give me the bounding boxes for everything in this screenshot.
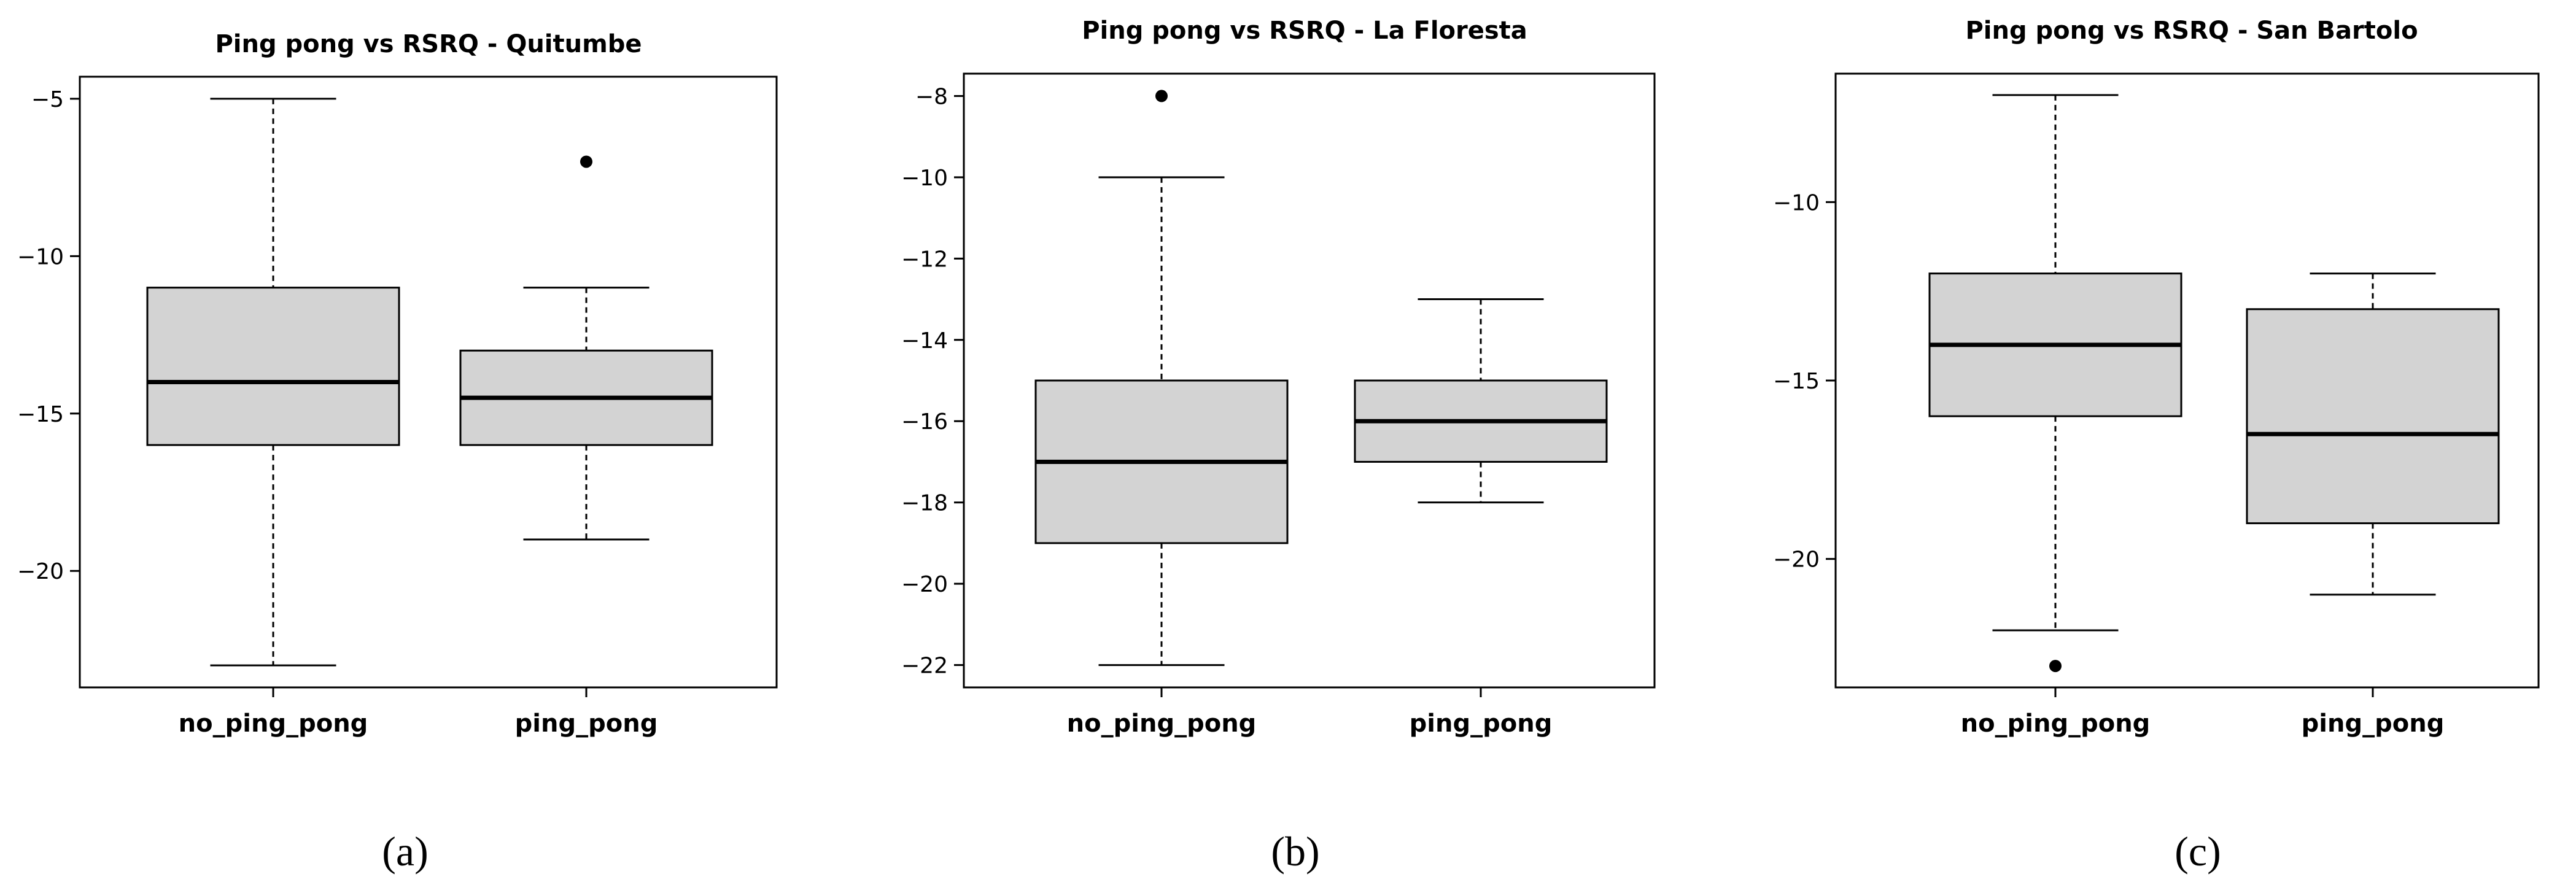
outlier-point xyxy=(580,155,592,168)
box-ping_pong xyxy=(1354,298,1608,504)
x-category-label-c-1: ping_pong xyxy=(2302,709,2445,738)
x-category-label-b-1: ping_pong xyxy=(1410,709,1553,738)
outlier-point xyxy=(1155,90,1168,102)
chart-marks-c: −10 −15 −20 xyxy=(1773,94,2500,697)
y-tick-label: −20 xyxy=(17,559,64,584)
chart-panel-b: Ping pong vs RSRQ - La Floresta −8 −10 −12… xyxy=(901,17,1656,875)
box-ping_pong xyxy=(459,155,713,541)
y-tick-label: −10 xyxy=(901,166,948,191)
iqr-box xyxy=(2246,308,2500,525)
y-tick-label: −15 xyxy=(17,402,64,427)
y-tick-label: −22 xyxy=(901,654,948,679)
y-tick-label: −15 xyxy=(1773,369,1820,394)
y-tick-label: −18 xyxy=(901,491,948,516)
y-axis-a: −5 −10 −15 −20 xyxy=(17,87,588,697)
chart-title-a: Ping pong vs RSRQ - Quitumbe xyxy=(215,30,642,58)
panel-label-c: (c) xyxy=(2174,828,2221,875)
y-tick-label: −20 xyxy=(901,572,948,597)
chart-marks-b: −8 −10 −12 −14 −16 −18 −20 −22 xyxy=(901,84,1608,697)
y-tick-label: −10 xyxy=(17,244,64,269)
y-tick-label: −5 xyxy=(31,87,64,112)
outlier-point xyxy=(2049,660,2062,673)
panel-label-b: (b) xyxy=(1271,828,1319,875)
panel-label-a: (a) xyxy=(382,828,428,875)
chart-panel-a: Ping pong vs RSRQ - Quitumbe −5 −10 −15 −20… xyxy=(17,30,778,875)
x-category-label-c-0: no_ping_pong xyxy=(1961,709,2151,738)
box-no_ping_pong xyxy=(1928,94,2182,673)
x-category-label-a-0: no_ping_pong xyxy=(179,709,368,738)
box-ping_pong xyxy=(2246,273,2500,596)
y-tick-label: −16 xyxy=(901,409,948,435)
chart-panel-c: Ping pong vs RSRQ - San Bartolo −10 −15 −2… xyxy=(1773,17,2540,875)
y-tick-label: −12 xyxy=(901,247,948,272)
box-no_ping_pong xyxy=(1034,90,1289,667)
y-axis-c: −10 −15 −20 xyxy=(1773,190,2374,697)
chart-title-c: Ping pong vs RSRQ - San Bartolo xyxy=(1965,17,2418,45)
y-tick-label: −14 xyxy=(901,328,948,354)
chart-marks-a: −5 −10 −15 −20 xyxy=(17,87,713,697)
x-category-label-b-0: no_ping_pong xyxy=(1067,709,1257,738)
plot-frame-a xyxy=(79,75,778,689)
y-tick-label: −8 xyxy=(915,84,948,109)
box-no_ping_pong xyxy=(146,98,400,667)
y-tick-label: −20 xyxy=(1773,547,1820,573)
y-tick-label: −10 xyxy=(1773,190,1820,215)
plot-frame-b xyxy=(963,72,1656,689)
x-category-label-a-1: ping_pong xyxy=(515,709,658,738)
y-axis-b: −8 −10 −12 −14 −16 −18 −20 −22 xyxy=(901,84,1482,697)
chart-title-b: Ping pong vs RSRQ - La Floresta xyxy=(1082,17,1527,45)
iqr-box xyxy=(146,287,400,446)
